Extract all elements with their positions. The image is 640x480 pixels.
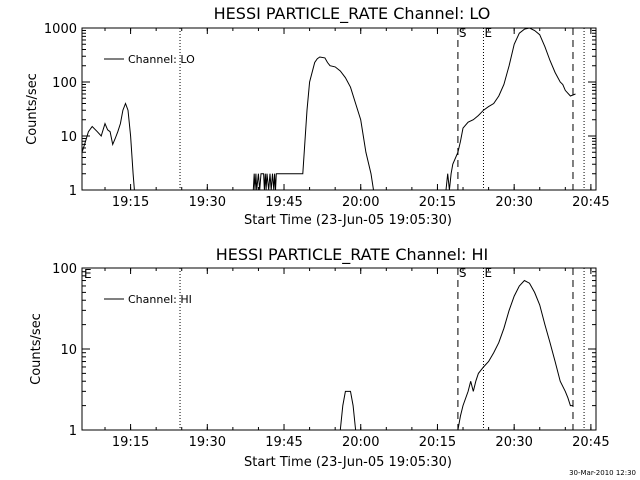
hi-x-tick-label: 20:15 xyxy=(419,435,456,450)
hi-series-line xyxy=(457,279,573,431)
lo-series-line xyxy=(81,102,135,191)
lo-plot-frame xyxy=(81,27,597,191)
lo-y-axis-label: Counts/sec xyxy=(25,73,40,145)
hi-x-tick-label: 20:45 xyxy=(572,435,609,450)
hi-corner-letter: E xyxy=(84,267,92,281)
hi-legend: Channel: HI xyxy=(104,293,192,306)
plot-timestamp: 30-Mar-2010 12:30 xyxy=(569,469,636,477)
hi-legend-label: Channel: HI xyxy=(128,293,192,306)
hi-x-tick-label: 20:30 xyxy=(495,435,532,450)
lo-x-tick-label: 19:15 xyxy=(112,195,149,210)
hi-x-tick-label: 20:00 xyxy=(342,435,379,450)
lo-marker-label: S xyxy=(459,26,467,40)
lo-x-tick-label: 20:15 xyxy=(419,195,456,210)
hi-marker-label: E xyxy=(484,266,492,280)
lo-chart-title: HESSI PARTICLE_RATE Channel: LO xyxy=(214,4,491,24)
hi-series xyxy=(339,279,573,431)
lo-y-tick-label: 1 xyxy=(69,184,77,199)
hi-x-tick-label: 19:45 xyxy=(265,435,302,450)
lo-legend-label: Channel: LO xyxy=(128,53,195,66)
lo-marker-label: E xyxy=(484,26,492,40)
lo-y-tick-label: 10 xyxy=(60,130,77,145)
hi-x-tick-label: 19:15 xyxy=(112,435,149,450)
lo-legend: Channel: LO xyxy=(104,53,195,66)
lo-y-tick-label: 100 xyxy=(52,76,77,91)
hi-y-tick-label: 1 xyxy=(69,424,77,439)
lo-series-line xyxy=(252,56,374,191)
hi-x-ticks: 19:15 19:30 19:45 20:00 20:15 20:30 20:45 xyxy=(104,268,610,450)
lo-x-ticks: 19:15 19:30 19:45 20:00 20:15 20:30 20:45 xyxy=(104,28,610,210)
lo-x-tick-label: 20:30 xyxy=(495,195,532,210)
lo-series xyxy=(81,27,576,191)
lo-x-tick-label: 19:30 xyxy=(189,195,226,210)
lo-x-axis-label: Start Time (23-Jun-05 19:05:30) xyxy=(244,213,452,228)
hi-y-ticks: 1 10 100 xyxy=(52,262,596,439)
hi-series-line xyxy=(339,390,357,431)
hi-chart-title: HESSI PARTICLE_RATE Channel: HI xyxy=(216,245,489,265)
hi-y-axis-label: Counts/sec xyxy=(29,313,44,385)
hi-y-tick-label: 100 xyxy=(52,262,77,277)
lo-channel-panel: HESSI PARTICLE_RATE Channel: LO Counts/s… xyxy=(25,4,610,228)
lo-y-tick-label: 1000 xyxy=(44,22,77,37)
lo-x-tick-label: 20:45 xyxy=(572,195,609,210)
hi-channel-panel: HESSI PARTICLE_RATE Channel: HI Counts/s… xyxy=(29,245,610,470)
hi-marker-label: S xyxy=(459,266,467,280)
hi-y-tick-label: 10 xyxy=(60,343,77,358)
lo-series-line xyxy=(445,27,576,191)
lo-x-tick-label: 19:45 xyxy=(265,195,302,210)
hi-x-tick-label: 19:30 xyxy=(189,435,226,450)
hi-x-axis-label: Start Time (23-Jun-05 19:05:30) xyxy=(244,455,452,470)
lo-y-ticks: 1 10 100 1000 xyxy=(44,22,596,199)
lo-x-tick-label: 20:00 xyxy=(342,195,379,210)
